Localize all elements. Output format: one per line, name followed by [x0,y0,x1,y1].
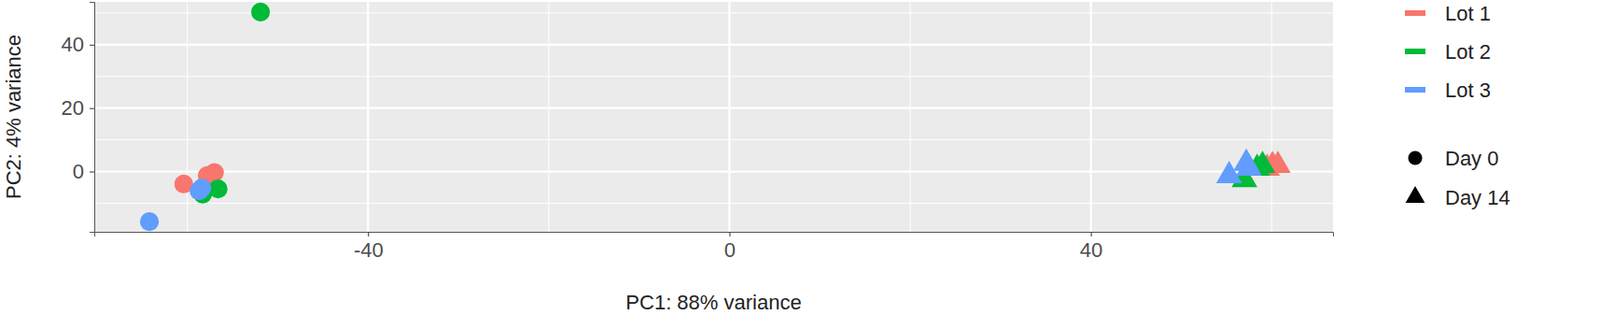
minor-grid-line [186,1,188,232]
grid [94,1,1334,232]
point [251,2,270,22]
tick: 40 [1080,231,1103,262]
tick-label: 20 [61,96,85,120]
panel-background [94,1,1334,232]
tick: 40 [61,32,95,57]
point [140,211,159,231]
tick-label: 0 [72,159,85,183]
points [140,2,1292,231]
axis-line [89,2,96,233]
tick-label: 40 [1080,238,1103,262]
tick: 0 [724,231,736,262]
series [174,150,1292,194]
tick-label: 40 [61,32,85,57]
point [1235,153,1263,176]
minor-grid-line [94,12,1334,14]
plot: -40 0 40 0 20 40 [61,1,1334,262]
minor-grid-line [1271,1,1273,232]
legend-label: Lot 1 [1445,1,1491,26]
point [192,178,211,197]
legend-key [1404,86,1426,93]
x-axis-title: PC1: 88% variance [625,290,801,314]
minor-grid-line [94,75,1334,77]
grid-line [366,1,369,232]
y-axis-title: PC2: 4% variance [1,34,26,199]
legend-label: Lot 2 [1445,40,1491,64]
minor-grid-line [547,1,549,232]
tick: 20 [61,96,95,120]
legend-key [1405,185,1426,203]
legend-label: Day 0 [1445,146,1499,170]
grid-line [94,43,1334,46]
legend-label: Lot 3 [1445,78,1491,102]
tick-mark [367,231,369,237]
tick: 0 [72,159,95,183]
axis-line [95,232,1334,238]
tick-mark [729,231,730,237]
grid-line [94,169,1334,172]
minor-grid-line [910,1,912,232]
minor-grid-line [94,139,1334,141]
x-axis: -40 0 40 [95,231,1334,262]
tick-label: -40 [353,238,384,262]
legend-label: Day 14 [1445,185,1511,210]
point [205,162,225,182]
tick-mark [89,108,95,110]
tick-label: 0 [724,238,736,262]
grid-line [94,107,1334,110]
minor-grid-line [94,202,1334,204]
legend-key [1404,10,1426,16]
tick-mark [89,44,95,46]
legend: Lot 1 Lot 2 Lot 3 Day 0 Day 14 [1404,1,1511,210]
series [193,2,1276,204]
chart: -40 0 40 0 20 40 PC1: 88% variance PC2: 4% vari… [0,0,1600,315]
grid-line [1090,1,1093,232]
tick-mark [1091,231,1093,237]
legend-key [1404,48,1426,55]
grid-line [728,1,730,232]
tick: -40 [353,231,384,262]
series [140,148,1263,231]
legend-key [1407,150,1422,165]
tick-mark [89,171,95,173]
y-axis: 0 20 40 [61,2,96,233]
